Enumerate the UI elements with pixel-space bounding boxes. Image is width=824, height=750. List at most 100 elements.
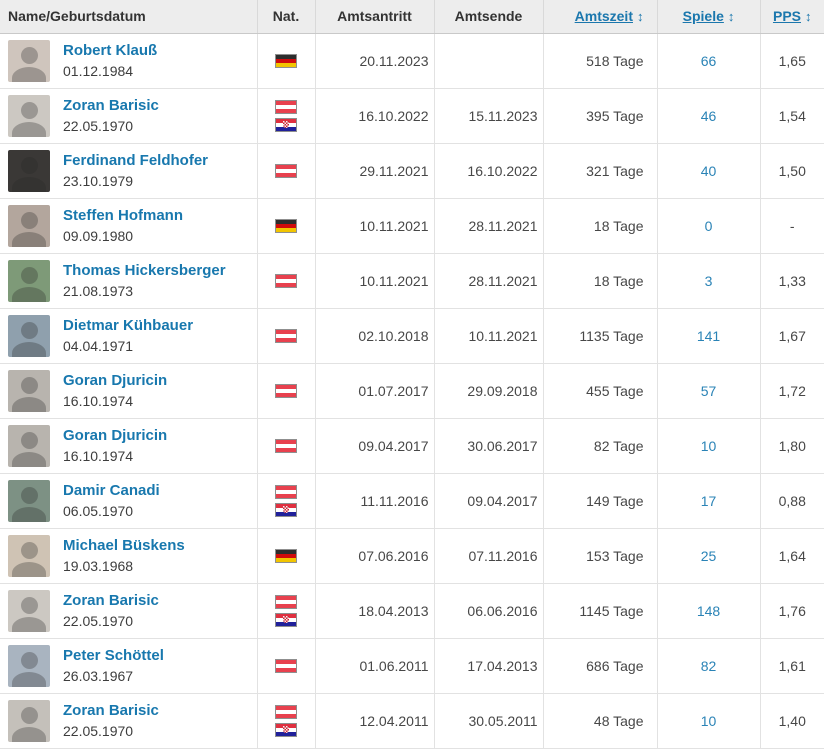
- amtsende-value: 29.09.2018: [467, 382, 538, 399]
- amtsende-cell: 16.10.2022: [434, 143, 544, 199]
- austria-flag-icon: [275, 163, 297, 178]
- spiele-count-link[interactable]: 10: [700, 712, 717, 729]
- nationality-flags: [266, 328, 307, 343]
- spiele-count-link[interactable]: 82: [700, 657, 717, 674]
- spiele-count-link[interactable]: 25: [700, 547, 717, 564]
- coach-name-link[interactable]: Peter Schöttel: [63, 646, 164, 664]
- coach-name-link[interactable]: Zoran Barisic: [63, 96, 159, 114]
- sort-amtszeit-link[interactable]: Amtszeit: [574, 8, 633, 25]
- coach-birthdate: 22.05.1970: [63, 722, 134, 739]
- croatia-flag-icon: [275, 722, 297, 737]
- spiele-count-link[interactable]: 141: [696, 327, 721, 344]
- spiele-cell: 57: [657, 363, 761, 419]
- spiele-count-link[interactable]: 3: [704, 272, 713, 289]
- amtsende-cell: 09.04.2017: [434, 473, 544, 529]
- austria-flag-icon: [275, 328, 297, 343]
- pps-cell: 1,61: [760, 638, 824, 694]
- coach-name-link[interactable]: Steffen Hofmann: [63, 206, 183, 224]
- column-header-pps: PPS ↕: [760, 0, 824, 34]
- amtszeit-cell: 321 Tage: [543, 143, 658, 199]
- amtszeit-cell: 395 Tage: [543, 88, 658, 144]
- amtsantritt-value: 18.04.2013: [358, 602, 429, 619]
- amtszeit-value: 18 Tage: [593, 217, 644, 234]
- germany-flag-icon: [275, 53, 297, 68]
- name-cell: Goran Djuricin 16.10.1974: [0, 418, 258, 474]
- table-row: Goran Djuricin 16.10.1974 09.04.2017 30.…: [0, 418, 824, 474]
- coach-birthdate: 16.10.1974: [63, 447, 134, 464]
- coach-photo: [8, 644, 50, 687]
- name-cell: Steffen Hofmann 09.09.1980: [0, 198, 258, 254]
- pps-value: 1,72: [778, 382, 806, 399]
- amtsantritt-cell: 12.04.2011: [315, 693, 435, 749]
- amtszeit-cell: 18 Tage: [543, 253, 658, 309]
- amtsende-cell: 28.11.2021: [434, 253, 544, 309]
- amtszeit-value: 686 Tage: [586, 657, 644, 674]
- nationality-flags: [266, 484, 307, 517]
- spiele-count-link[interactable]: 40: [700, 162, 717, 179]
- coach-name-link[interactable]: Zoran Barisic: [63, 591, 159, 609]
- column-header-amtsantritt-label: Amtsantritt: [337, 8, 412, 25]
- nationality-cell: [257, 583, 316, 639]
- amtsantritt-value: 09.04.2017: [358, 437, 429, 454]
- coach-name-link[interactable]: Goran Djuricin: [63, 371, 168, 389]
- nationality-cell: [257, 528, 316, 584]
- spiele-count-link[interactable]: 10: [700, 437, 717, 454]
- pps-value: 1,64: [778, 547, 806, 564]
- column-header-amtsantritt: Amtsantritt: [315, 0, 435, 34]
- coach-name-link[interactable]: Dietmar Kühbauer: [63, 316, 194, 334]
- coach-name-link[interactable]: Ferdinand Feldhofer: [63, 151, 209, 169]
- pps-cell: 1,64: [760, 528, 824, 584]
- nationality-flags: [266, 438, 307, 453]
- table-body: Robert Klauß 01.12.1984 20.11.2023 518 T…: [0, 33, 824, 749]
- sort-spiele-link[interactable]: Spiele: [682, 8, 724, 25]
- coach-birthdate: 23.10.1979: [63, 172, 134, 189]
- amtsende-value: 07.11.2016: [468, 547, 538, 564]
- column-header-amtsende-label: Amtsende: [454, 8, 523, 25]
- pps-value: 1,76: [778, 602, 806, 619]
- name-cell: Michael Büskens 19.03.1968: [0, 528, 258, 584]
- coach-photo: [8, 39, 50, 82]
- coach-name-link[interactable]: Thomas Hickersberger: [63, 261, 226, 279]
- amtsende-cell: 29.09.2018: [434, 363, 544, 419]
- amtszeit-cell: 1145 Tage: [543, 583, 658, 639]
- amtsende-value: 30.05.2011: [468, 712, 538, 729]
- amtszeit-value: 153 Tage: [586, 547, 644, 564]
- coach-name-link[interactable]: Zoran Barisic: [63, 701, 159, 719]
- nationality-cell: [257, 693, 316, 749]
- table-row: Zoran Barisic 22.05.1970 16.10.2022 15.1…: [0, 88, 824, 144]
- spiele-count-link[interactable]: 148: [696, 602, 721, 619]
- germany-flag-icon: [275, 218, 297, 233]
- amtsantritt-value: 20.11.2023: [359, 52, 429, 69]
- pps-value: 1,65: [778, 52, 806, 69]
- spiele-count-link[interactable]: 46: [700, 107, 717, 124]
- coach-birthdate: 22.05.1970: [63, 117, 134, 134]
- sort-arrow-icon[interactable]: ↕: [637, 9, 644, 25]
- coach-birthdate: 26.03.1967: [63, 667, 134, 684]
- spiele-cell: 25: [657, 528, 761, 584]
- coach-name-link[interactable]: Robert Klauß: [63, 41, 158, 59]
- sort-arrow-icon[interactable]: ↕: [805, 9, 812, 25]
- coach-name-link[interactable]: Damir Canadi: [63, 481, 160, 499]
- amtsende-cell: 30.06.2017: [434, 418, 544, 474]
- amtszeit-cell: 518 Tage: [543, 33, 658, 89]
- spiele-count-link[interactable]: 66: [700, 52, 717, 69]
- amtszeit-cell: 48 Tage: [543, 693, 658, 749]
- spiele-count-link[interactable]: 17: [700, 492, 717, 509]
- table-row: Peter Schöttel 26.03.1967 01.06.2011 17.…: [0, 638, 824, 694]
- amtszeit-value: 48 Tage: [593, 712, 644, 729]
- amtsende-value: 30.06.2017: [467, 437, 538, 454]
- spiele-count-link[interactable]: 0: [704, 217, 713, 234]
- coach-name-link[interactable]: Goran Djuricin: [63, 426, 168, 444]
- amtsende-cell: 15.11.2023: [434, 88, 544, 144]
- spiele-count-link[interactable]: 57: [700, 382, 717, 399]
- sort-arrow-icon[interactable]: ↕: [727, 9, 735, 25]
- amtsantritt-value: 01.06.2011: [359, 657, 429, 674]
- nationality-flags: [266, 548, 307, 563]
- austria-flag-icon: [275, 438, 297, 453]
- coach-name-link[interactable]: Michael Büskens: [63, 536, 185, 554]
- sort-pps-link[interactable]: PPS: [772, 8, 801, 25]
- coach-photo: [8, 259, 50, 302]
- nationality-flags: [266, 99, 307, 132]
- pps-value: 1,54: [778, 107, 806, 124]
